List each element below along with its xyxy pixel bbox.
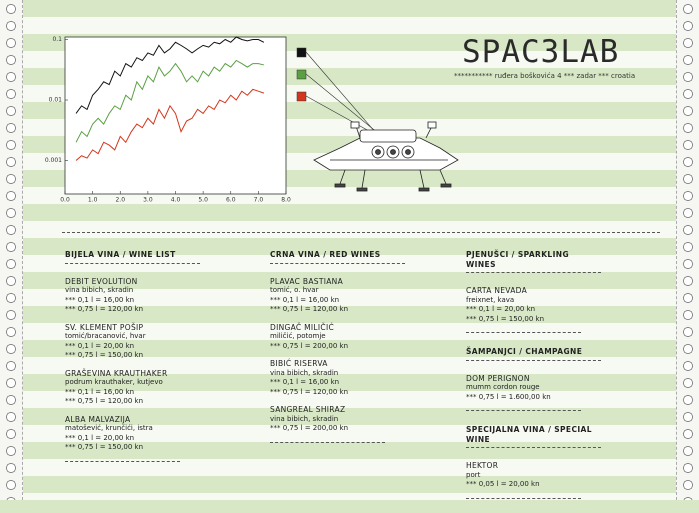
artwork: 0.001 0.01 0.1 0.0 1.0 2.0 3.0 4.0 5.0 6.0 7.0 8.0: [45, 36, 459, 204]
x-tick-label: 3.0: [143, 197, 153, 204]
wine-name: DEBIT EVOLUTION: [65, 276, 138, 286]
wine-price: *** 0,75 l = 1.600,00 kn: [466, 392, 551, 401]
wine-name: DINGAČ MILIČIĆ: [270, 322, 334, 332]
wine-name: GRAŠEVINA KRAUTHAKER: [65, 368, 168, 378]
plot-frame: [64, 36, 287, 195]
page: 0.001 0.01 0.1 0.0 1.0 2.0 3.0 4.0 5.0 6.0 7.0 8.0 …: [0, 0, 699, 500]
wine-item: PLAVAC BASTIANA tomić, o. hvar *** 0,1 l =…: [270, 277, 460, 315]
wine-producer: mumm cordon rouge: [466, 383, 540, 391]
wine-item: CARTA NEVADA freixnet, kava *** 0,1 l = 20…: [466, 286, 656, 324]
menu-column: PJENUŠCI / SPARKLING WINES CARTA NEVADA fr…: [466, 250, 656, 513]
feed-strip: [0, 0, 23, 500]
x-tick-label: 1.0: [88, 197, 98, 204]
wine-price: *** 0,1 l = 16,00 kn: [65, 295, 135, 304]
wine-price: *** 0,1 l = 16,00 kn: [270, 295, 340, 304]
wine-price: *** 0,75 l = 200,00 kn: [270, 341, 349, 350]
section-rule: [270, 441, 385, 443]
wine-name: SV. KLEMENT POŠIP: [65, 322, 144, 332]
menu-column: CRNA VINA / RED WINES PLAVAC BASTIANA tomi…: [270, 250, 460, 457]
section-rule: [466, 332, 581, 333]
legend-swatch: [296, 91, 307, 102]
wine-price: *** 0,75 l = 120,00 kn: [270, 387, 349, 396]
wine-price: *** 0,75 l = 150,00 kn: [65, 443, 144, 451]
wine-producer: freixnet, kava: [466, 295, 515, 304]
section-heading: ŠAMPANJCI / CHAMPAGNE: [466, 347, 601, 361]
x-tick-label: 7.0: [254, 197, 264, 204]
legend-swatch: [296, 69, 307, 80]
x-tick-label: 5.0: [198, 197, 208, 204]
wine-name: ALBA MALVAZIJA: [65, 414, 131, 424]
wine-price: *** 0,1 l = 16,00 kn: [270, 378, 340, 386]
wine-producer: miličić, potomje: [270, 332, 326, 340]
wine-item: GRAŠEVINA KRAUTHAKER podrum krauthaker, k…: [65, 369, 255, 407]
wine-producer: podrum krauthaker, kutjevo: [65, 378, 163, 386]
menu-column: BIJELA VINA / WINE LIST DEBIT EVOLUTION vi…: [65, 250, 255, 476]
section-rule: [466, 410, 581, 411]
wine-name: DOM PERIGNON: [466, 373, 530, 383]
wine-price: *** 0,1 l = 16,00 kn: [65, 387, 135, 396]
wine-producer: matošević, krunčići, istra: [65, 424, 153, 432]
wine-item: ALBA MALVAZIJA matošević, krunčići, istra…: [65, 415, 255, 453]
section-heading: PJENUŠCI / SPARKLING WINES: [466, 250, 601, 273]
wine-producer: vina bibich, skradin: [270, 368, 339, 377]
section-rule: [466, 497, 581, 499]
address: *********** ruđera boškovića 4 *** zadar…: [454, 72, 636, 80]
wine-name: BIBIĆ RISERVA: [270, 359, 328, 368]
series-line: [75, 88, 265, 161]
series-line: [75, 36, 265, 114]
legend-swatch: [296, 47, 307, 58]
wine-name: HEKTOR: [466, 461, 499, 470]
wine-producer: tomić, o. hvar: [270, 286, 319, 294]
x-tick-label: 0.0: [60, 197, 70, 204]
separator: [62, 232, 660, 233]
y-tick-label: 0.001: [45, 157, 62, 164]
wine-item: DOM PERIGNON mumm cordon rouge *** 0,75 l …: [466, 374, 656, 403]
wine-item: DEBIT EVOLUTION vina bibich, skradin *** 0…: [65, 277, 255, 315]
y-tick-label: 0.01: [49, 97, 63, 104]
title: SPAC3LAB: [462, 34, 620, 70]
wine-item: BIBIĆ RISERVA vina bibich, skradin *** 0,1…: [270, 359, 460, 397]
wine-item: SV. KLEMENT POŠIP tomić/bracanović, hvar *…: [65, 323, 255, 361]
wine-producer: port: [466, 470, 481, 479]
wine-producer: vina bibich, skradin: [270, 414, 339, 423]
spaceship: [313, 121, 459, 192]
wine-price: *** 0,75 l = 150,00 kn: [466, 314, 545, 323]
wine-price: *** 0,75 l = 150,00 kn: [65, 351, 144, 359]
wine-price: *** 0,1 l = 20,00 kn: [466, 305, 536, 313]
wine-name: CARTA NEVADA: [466, 286, 528, 295]
section-rule: [65, 460, 180, 462]
wine-price: *** 0,75 l = 120,00 kn: [65, 305, 144, 313]
x-tick-label: 6.0: [226, 197, 236, 204]
x-tick-label: 2.0: [115, 197, 125, 204]
wine-item: HEKTOR port *** 0,05 l = 20,00 kn: [466, 461, 656, 490]
x-tick-label: 8.0: [281, 197, 291, 204]
feed-strip: [676, 0, 699, 500]
wine-price: *** 0,75 l = 200,00 kn: [270, 424, 349, 432]
wine-price: *** 0,75 l = 120,00 kn: [270, 305, 349, 313]
wine-producer: tomić/bracanović, hvar: [65, 332, 146, 340]
wine-price: *** 0,1 l = 20,00 kn: [65, 341, 135, 350]
wine-name: PLAVAC BASTIANA: [270, 276, 343, 286]
y-tick-label: 0.1: [52, 36, 62, 43]
wine-item: SANGREAL SHIRAZ vina bibich, skradin *** 0…: [270, 405, 460, 434]
series-line: [75, 59, 265, 143]
section-heading: BIJELA VINA / WINE LIST: [65, 250, 200, 264]
wine-price: *** 0,1 l = 20,00 kn: [65, 433, 135, 442]
wine-item: DINGAČ MILIČIĆ miličić, potomje *** 0,75 l…: [270, 323, 460, 352]
wine-price: *** 0,05 l = 20,00 kn: [466, 480, 540, 488]
section-heading: SPECIJALNA VINA / SPECIAL WINE: [466, 425, 601, 448]
section-heading: CRNA VINA / RED WINES: [270, 250, 405, 264]
wine-producer: vina bibich, skradin: [65, 286, 134, 294]
wine-price: *** 0,75 l = 120,00 kn: [65, 397, 144, 405]
x-tick-label: 4.0: [171, 197, 181, 204]
wine-name: SANGREAL SHIRAZ: [270, 405, 346, 414]
